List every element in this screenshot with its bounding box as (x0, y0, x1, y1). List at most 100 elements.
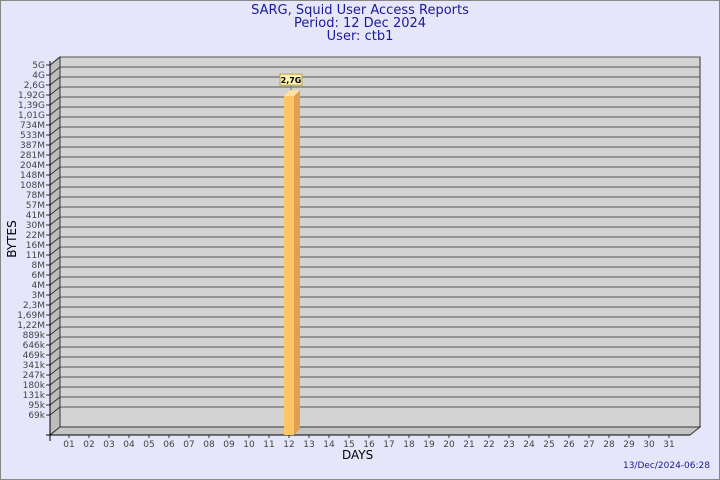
y-tick-diagonal (49, 116, 61, 126)
y-tick-label: 4M (32, 281, 46, 291)
y-tick-label: 1,22M (17, 321, 45, 331)
y-tick-label: 469k (23, 351, 46, 361)
x-tick-label: 18 (403, 440, 415, 450)
x-tick-label: 27 (583, 440, 594, 450)
x-tick-label: 04 (123, 440, 135, 450)
y-tick-label: 6M (32, 271, 46, 281)
y-tick-diagonal (49, 336, 61, 346)
y-tick-diagonal (49, 396, 61, 406)
y-tick-label: 341k (23, 361, 46, 371)
y-tick-label: 1,01G (18, 111, 45, 121)
y-tick-diagonal (49, 196, 61, 206)
x-tick-label: 14 (323, 440, 335, 450)
period-label: Period: 12 Dec 2024 (293, 16, 427, 31)
x-tick-label: 15 (343, 440, 354, 450)
y-tick-diagonal (49, 376, 61, 386)
y-tick-label: 247k (23, 371, 46, 381)
y-tick-diagonal (49, 306, 61, 316)
x-tick-label: 06 (163, 440, 175, 450)
x-tick-label: 24 (523, 440, 535, 450)
y-tick-label: 5G (32, 61, 45, 71)
x-tick-label: 01 (63, 440, 74, 450)
x-tick-label: 28 (603, 440, 615, 450)
y-tick-diagonal (49, 206, 61, 216)
x-tick-label: 05 (143, 440, 154, 450)
y-tick-diagonal (49, 266, 61, 276)
y-tick-diagonal (49, 96, 61, 106)
y-tick-diagonal (49, 106, 61, 116)
y-tick-diagonal (49, 126, 61, 136)
x-tick-label: 07 (183, 440, 194, 450)
y-tick-label: 57M (26, 201, 45, 211)
y-tick-label: 8M (32, 261, 46, 271)
x-tick-label: 17 (383, 440, 394, 450)
y-axis-label: BYTES (5, 220, 19, 258)
y-tick-diagonal (49, 186, 61, 196)
generated-timestamp: 13/Dec/2024-06:28 (622, 461, 710, 471)
x-tick-label: 29 (623, 440, 635, 450)
y-tick-diagonal (49, 216, 61, 226)
bar-side (294, 90, 300, 436)
y-tick-label: 30M (26, 221, 45, 231)
y-tick-diagonal (49, 256, 61, 266)
data-label: 2,7G (281, 76, 302, 85)
x-tick-label: 10 (243, 440, 255, 450)
x-tick-label: 21 (463, 440, 474, 450)
bar (284, 96, 294, 436)
x-tick-label: 25 (543, 440, 554, 450)
y-tick-diagonal (49, 86, 61, 96)
y-tick-diagonal (49, 356, 61, 366)
x-tick-label: 22 (483, 440, 494, 450)
y-tick-label: 16M (26, 241, 45, 251)
x-tick-label: 09 (223, 440, 235, 450)
y-tick-label: 131k (23, 391, 46, 401)
y-tick-label: 78M (26, 191, 45, 201)
y-tick-diagonal (49, 66, 61, 76)
plot-floor (48, 426, 702, 436)
bar-top (284, 90, 300, 97)
x-tick-label: 20 (443, 440, 455, 450)
y-tick-diagonal (49, 406, 61, 416)
y-tick-label: 387M (20, 141, 45, 151)
y-tick-diagonal (49, 176, 61, 186)
x-axis-label: DAYS (342, 448, 374, 462)
y-tick-diagonal (49, 316, 61, 326)
y-tick-diagonal (49, 136, 61, 146)
x-tick-label: 23 (503, 440, 514, 450)
x-tick-label: 26 (563, 440, 575, 450)
y-tick-diagonal (49, 366, 61, 376)
x-tick-label: 11 (263, 440, 274, 450)
y-tick-label: 2,6G (24, 81, 45, 91)
y-tick-diagonal (49, 286, 61, 296)
y-tick-label: 646k (23, 341, 46, 351)
y-tick-label: 281M (20, 151, 45, 161)
y-tick-diagonal (49, 156, 61, 166)
y-tick-diagonal (49, 56, 61, 66)
y-tick-label: 2,3M (23, 301, 45, 311)
y-tick-label: 41M (26, 211, 45, 221)
y-tick-label: 533M (20, 131, 45, 141)
y-tick-label: 148M (20, 171, 45, 181)
x-tick-label: 30 (643, 440, 655, 450)
y-tick-diagonal (49, 346, 61, 356)
y-tick-label: 1,69M (17, 311, 45, 321)
y-tick-diagonal (49, 276, 61, 286)
y-tick-diagonal (49, 76, 61, 86)
user-label: User: ctb1 (326, 29, 394, 44)
y-tick-label: 734M (20, 121, 45, 131)
y-tick-label: 69k (28, 411, 45, 421)
y-tick-label: 1,39G (18, 101, 45, 111)
y-tick-label: 1,92G (18, 91, 45, 101)
y-tick-diagonal (49, 236, 61, 246)
y-tick-diagonal (49, 146, 61, 156)
x-tick-label: 12 (283, 440, 294, 450)
chart-title: SARG, Squid User Access Reports (251, 3, 469, 18)
y-tick-label: 889k (23, 331, 46, 341)
x-tick-label: 08 (203, 440, 215, 450)
y-tick-diagonal (49, 326, 61, 336)
y-tick-diagonal (49, 296, 61, 306)
plot-back-wall (59, 56, 701, 428)
y-tick-label: 204M (20, 161, 45, 171)
x-tick-label: 31 (663, 440, 674, 450)
